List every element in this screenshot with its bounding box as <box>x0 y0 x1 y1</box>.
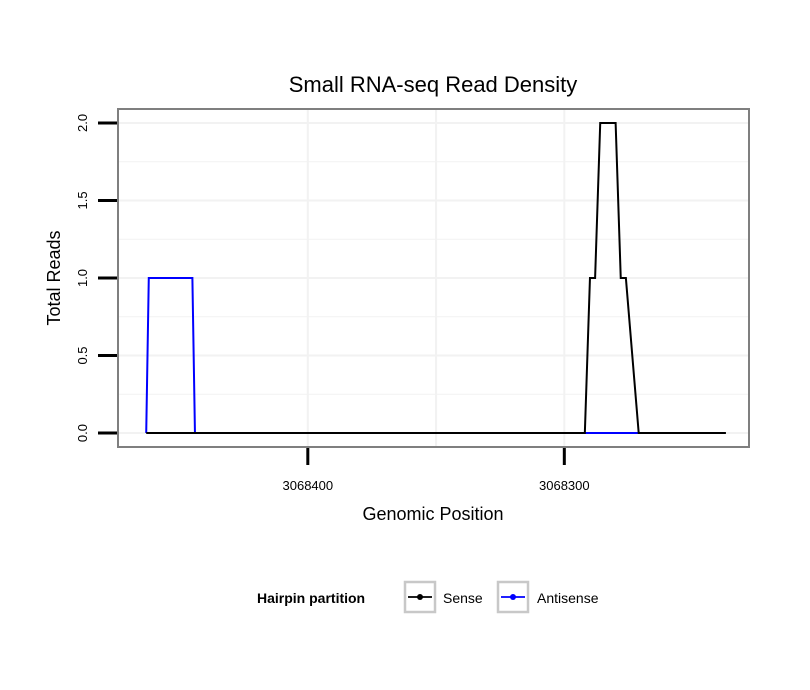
legend-title: Hairpin partition <box>257 590 365 606</box>
y-axis-title: Total Reads <box>44 230 64 325</box>
legend-marker-sense <box>417 594 423 600</box>
y-tick-label: 1.5 <box>75 191 90 209</box>
y-tick-label: 1.0 <box>75 269 90 287</box>
legend-marker-antisense <box>510 594 516 600</box>
x-axis-title: Genomic Position <box>362 504 503 524</box>
chart-title: Small RNA-seq Read Density <box>289 72 578 97</box>
x-tick-label: 3068400 <box>283 478 334 493</box>
legend: Hairpin partition Sense Antisense <box>257 580 599 614</box>
x-axis: 3068400 3068300 <box>283 448 590 493</box>
y-tick-label: 2.0 <box>75 114 90 132</box>
series-layer <box>145 121 726 435</box>
series-line-sense <box>146 121 726 435</box>
y-tick-label: 0.5 <box>75 346 90 364</box>
y-tick-label: 0.0 <box>75 424 90 442</box>
series-line-antisense <box>145 277 644 435</box>
legend-label-sense: Sense <box>443 590 483 606</box>
y-axis: 0.0 0.5 1.0 1.5 2.0 <box>75 114 117 442</box>
grid <box>118 109 749 447</box>
x-tick-label: 3068300 <box>539 478 590 493</box>
plot-panel-border <box>117 108 750 448</box>
legend-label-antisense: Antisense <box>537 590 599 606</box>
